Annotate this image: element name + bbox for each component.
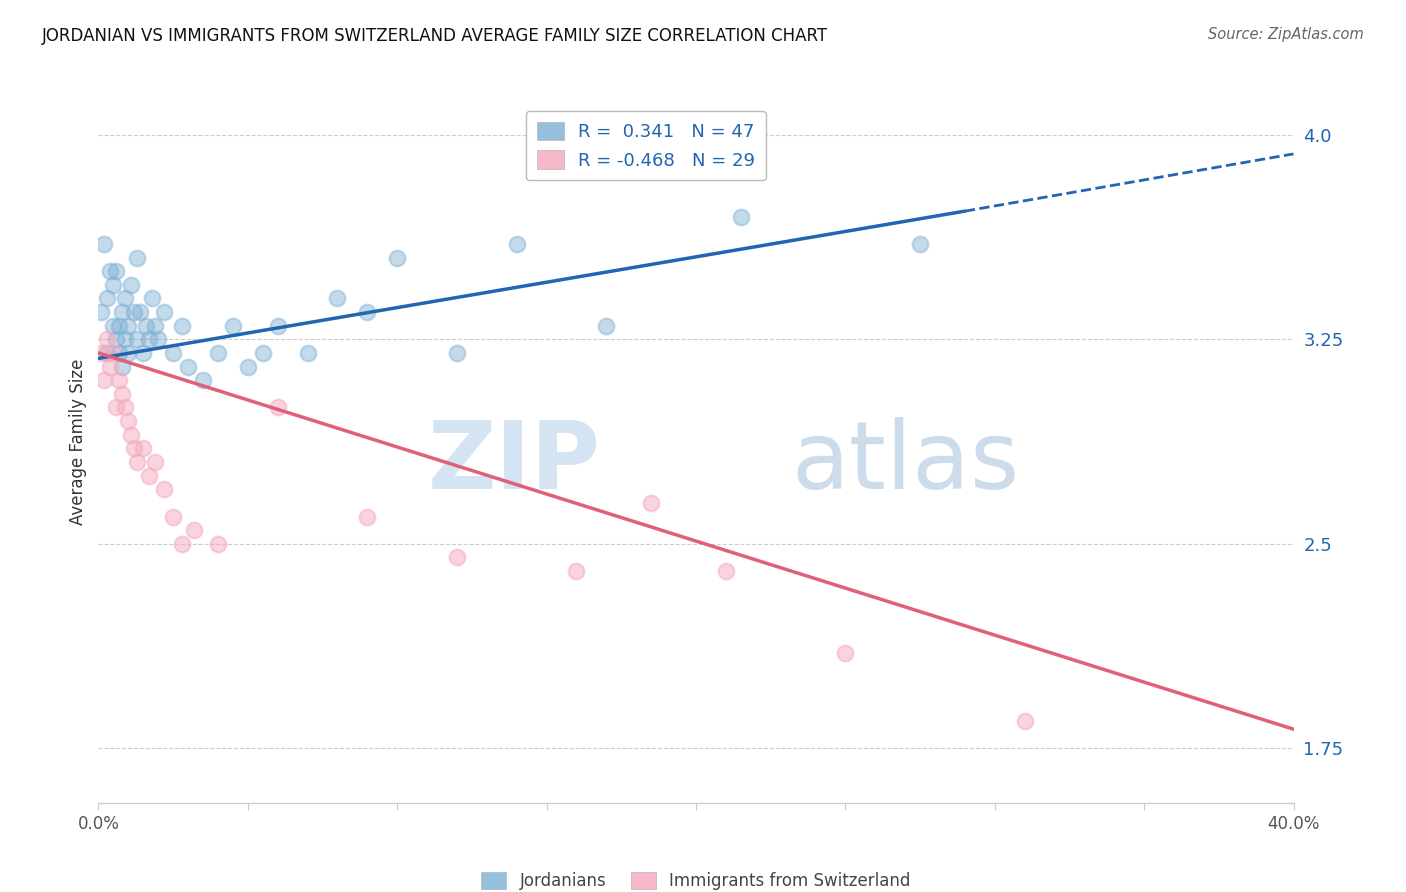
Point [105,401,128,415]
Point [143,318,166,333]
Point [153,305,176,319]
Point [129,305,152,319]
Point [111,359,134,374]
Point [908,236,931,251]
Point [252,346,274,360]
Text: JORDANIAN VS IMMIGRANTS FROM SWITZERLAND AVERAGE FAMILY SIZE CORRELATION CHART: JORDANIAN VS IMMIGRANTS FROM SWITZERLAND… [42,27,828,45]
Point [132,442,155,456]
Text: atlas: atlas [792,417,1019,509]
Point [117,346,139,360]
Point [114,332,136,346]
Point [93,236,115,251]
Point [640,496,662,510]
Point [595,318,617,333]
Point [124,442,146,456]
Point [162,509,184,524]
Point [117,318,139,333]
Point [730,210,752,224]
Point [207,537,229,551]
Point [267,401,290,415]
Point [141,292,163,306]
Point [356,305,378,319]
Point [96,292,118,306]
Point [108,373,131,387]
Point [103,318,125,333]
Text: ZIP: ZIP [427,417,600,509]
Point [172,537,194,551]
Point [90,305,112,319]
Point [385,251,409,265]
Point [93,373,115,387]
Point [98,359,122,374]
Point [222,318,245,333]
Point [834,646,856,660]
Point [120,277,142,292]
Point [96,346,118,360]
Point [105,264,128,278]
Point [153,482,176,496]
Point [191,373,214,387]
Point [124,305,146,319]
Point [103,346,125,360]
Point [108,346,131,360]
Point [111,387,134,401]
Point [356,509,378,524]
Point [183,523,205,537]
Point [98,264,122,278]
Point [114,401,136,415]
Point [148,332,170,346]
Point [267,318,290,333]
Point [1014,714,1036,728]
Point [172,318,194,333]
Point [105,332,128,346]
Point [446,550,468,565]
Point [177,359,200,374]
Point [135,318,157,333]
Point [108,318,131,333]
Point [138,332,160,346]
Point [127,455,149,469]
Legend: R =  0.341   N = 47, R = -0.468   N = 29: R = 0.341 N = 47, R = -0.468 N = 29 [526,111,766,180]
Y-axis label: Average Family Size: Average Family Size [69,359,87,524]
Point [207,346,229,360]
Point [326,292,349,306]
Point [132,346,155,360]
Text: Source: ZipAtlas.com: Source: ZipAtlas.com [1208,27,1364,42]
Point [297,346,319,360]
Point [162,346,184,360]
Point [506,236,529,251]
Point [236,359,259,374]
Point [103,277,125,292]
Point [96,332,118,346]
Point [120,427,142,442]
Point [90,346,112,360]
Point [111,305,134,319]
Point [138,468,160,483]
Point [114,292,136,306]
Point [117,414,139,428]
Point [127,332,149,346]
Point [143,455,166,469]
Point [714,564,737,578]
Point [446,346,468,360]
Point [565,564,588,578]
Point [127,251,149,265]
